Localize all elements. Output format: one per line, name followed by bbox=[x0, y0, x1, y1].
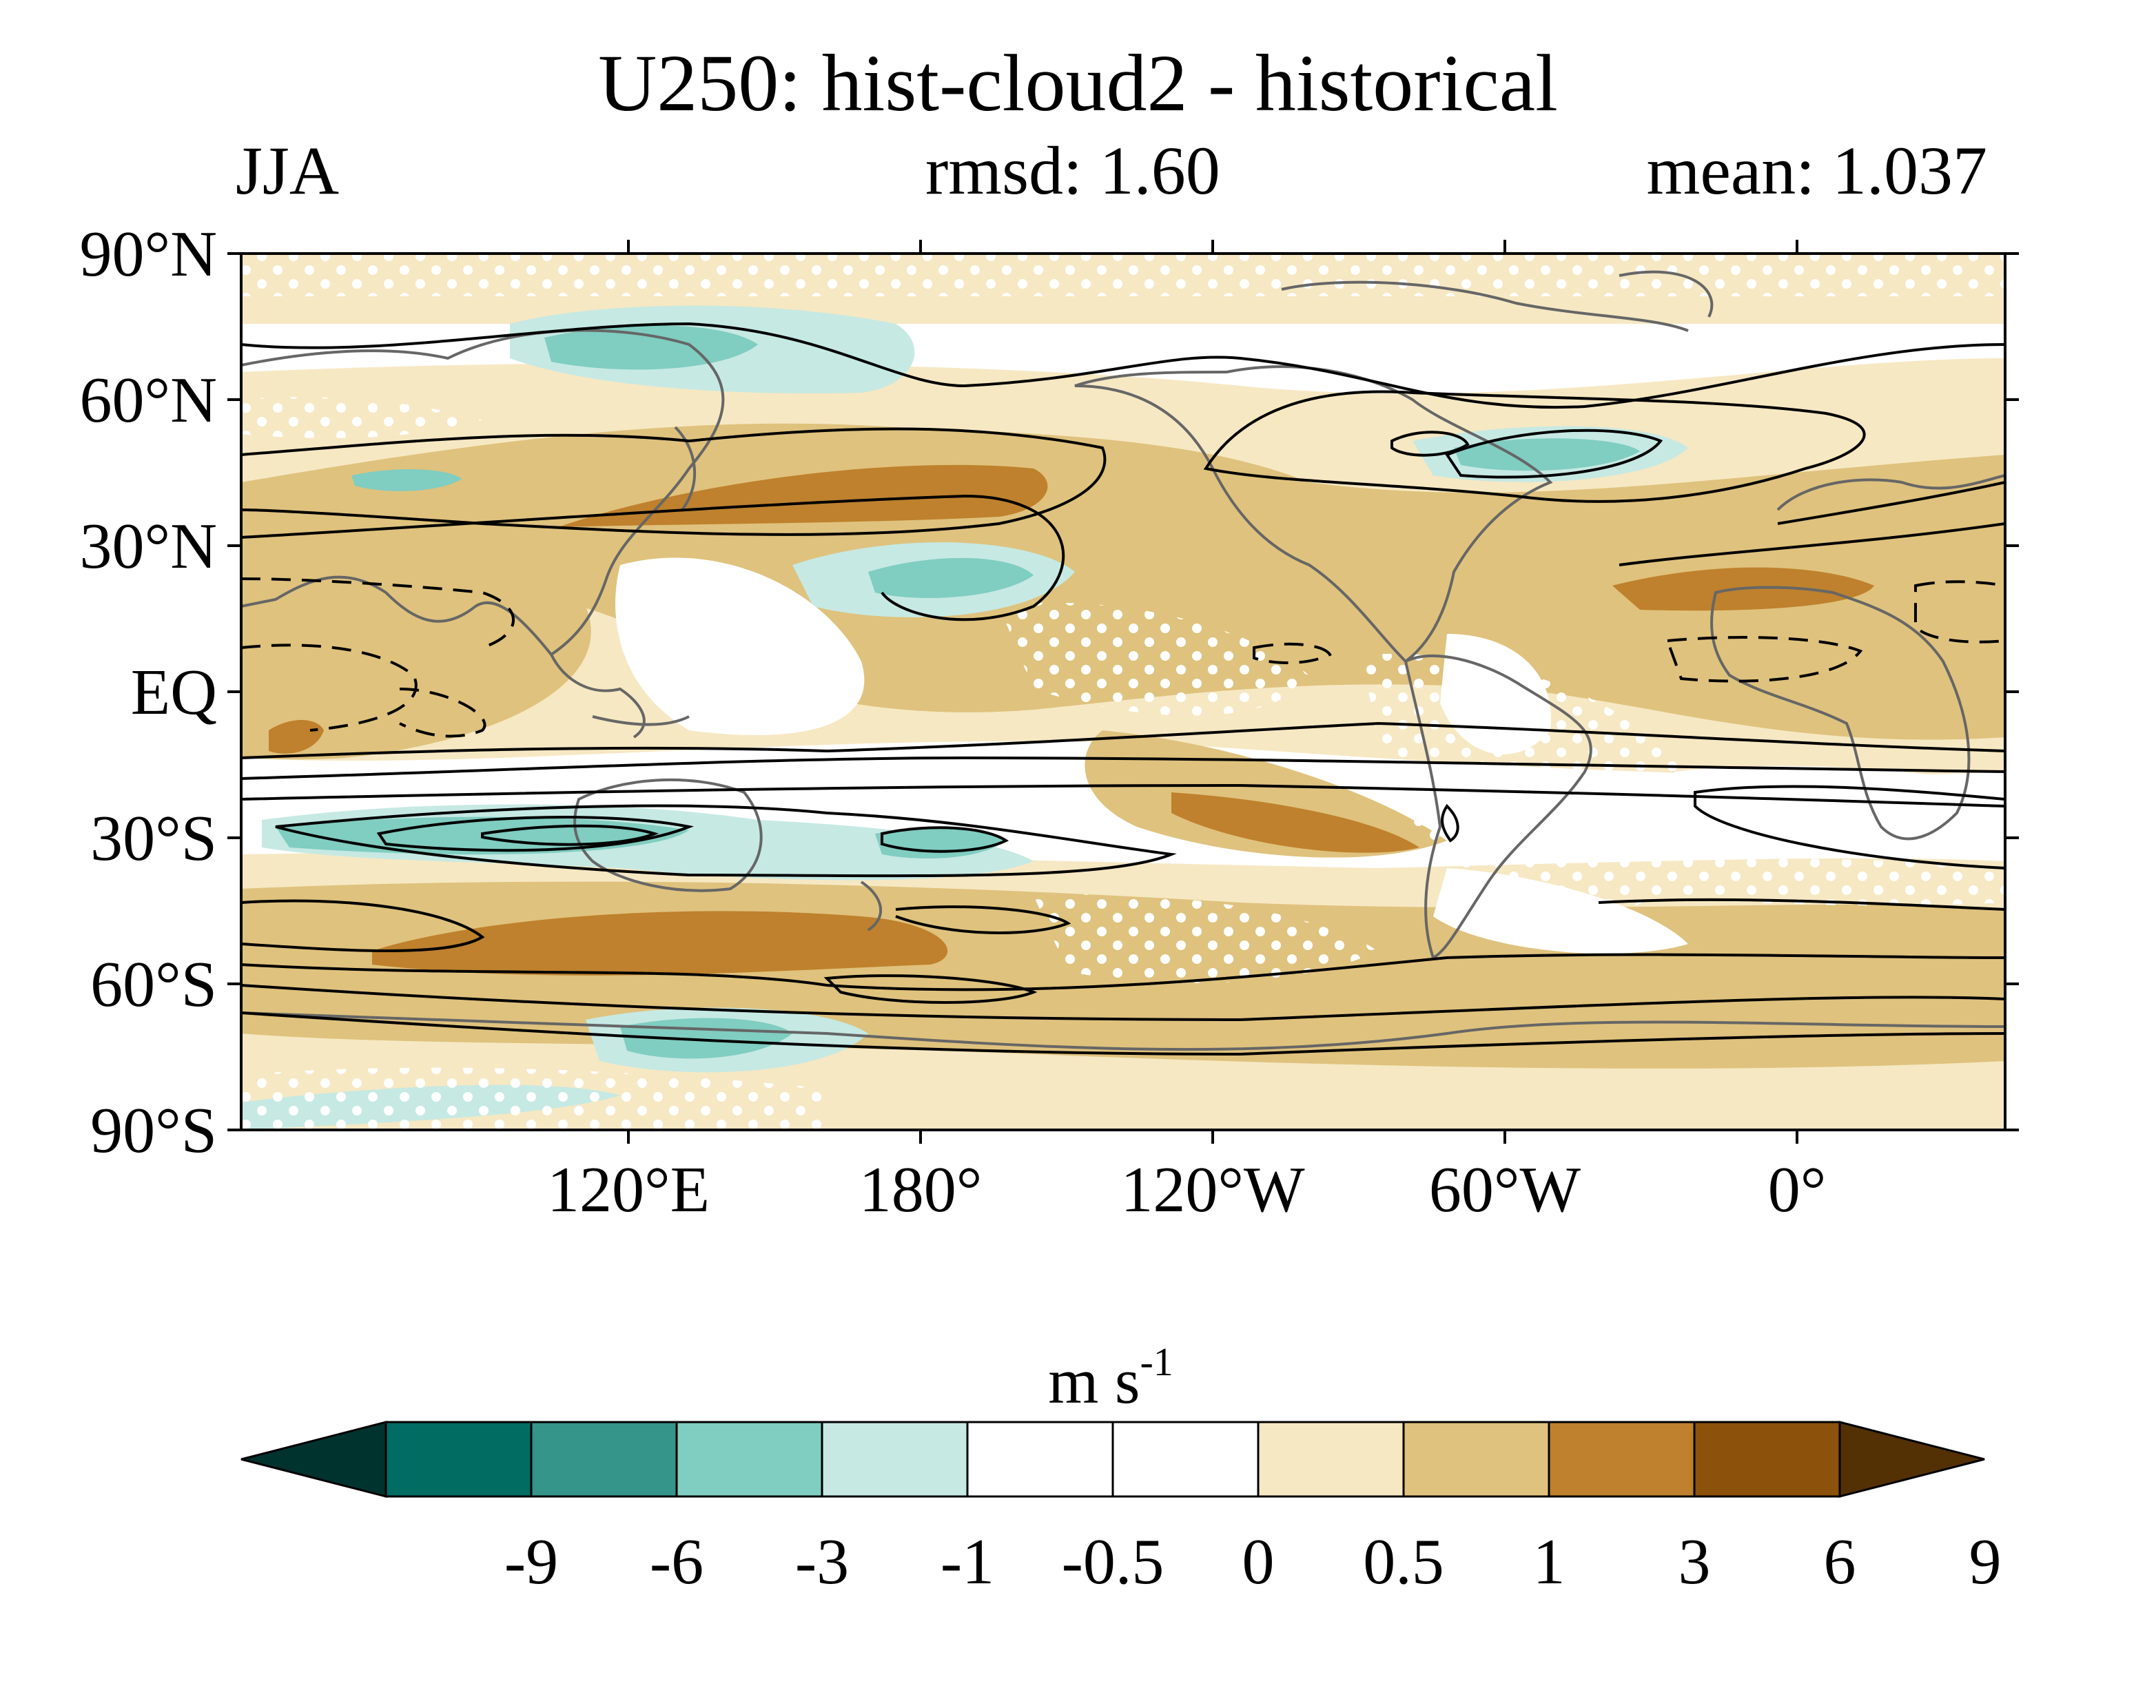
colorbar-box bbox=[1257, 1421, 1405, 1498]
lon-label-0: 0° bbox=[1767, 1154, 1827, 1226]
significance-stippling bbox=[999, 602, 1309, 716]
lon-label-180: 180° bbox=[859, 1154, 983, 1226]
coastlines bbox=[241, 270, 2005, 1051]
anomaly-core bbox=[1454, 438, 1640, 471]
colorbar-box bbox=[821, 1421, 969, 1498]
significance-stippling bbox=[241, 1067, 827, 1130]
lat-label-60n: 60°N bbox=[79, 364, 217, 436]
lon-label-60w: 60°W bbox=[1428, 1154, 1581, 1226]
colorbar-tick-label: 0 bbox=[1242, 1526, 1275, 1598]
colorbar-arrow-high bbox=[1838, 1421, 1985, 1498]
colorbar-tick-label: -3 bbox=[794, 1526, 850, 1598]
lon-ticks bbox=[627, 240, 1798, 1144]
colorbar-box bbox=[530, 1421, 678, 1498]
lat-label-eq: EQ bbox=[130, 657, 217, 728]
colorbar-tick-label: 6 bbox=[1823, 1526, 1856, 1598]
lat-label-30n: 30°N bbox=[79, 511, 217, 582]
lon-label-120w: 120°W bbox=[1120, 1154, 1305, 1226]
rmsd-label: rmsd: 1.60 bbox=[925, 132, 1220, 209]
lat-label-90n: 90°N bbox=[79, 218, 217, 290]
colorbar-box bbox=[1693, 1421, 1841, 1498]
mean-label: mean: 1.037 bbox=[1646, 132, 1987, 209]
anomaly-region bbox=[241, 564, 591, 760]
significance-stippling bbox=[1034, 894, 1378, 983]
colorbar-box bbox=[1548, 1421, 1696, 1498]
lon-label-120e: 120°E bbox=[546, 1154, 710, 1226]
colorbar-arrow-low bbox=[240, 1421, 387, 1498]
anomaly-core bbox=[269, 720, 324, 754]
season-label: JJA bbox=[236, 132, 340, 209]
units-base: m s bbox=[1048, 1346, 1140, 1417]
colorbar bbox=[240, 1421, 1985, 1498]
colorbar-tick-label: -9 bbox=[504, 1526, 559, 1598]
lat-ticks bbox=[227, 252, 2019, 1131]
colorbar-tick-label: -1 bbox=[940, 1526, 995, 1598]
map-title: U250: hist-cloud2 - historical bbox=[598, 38, 1558, 128]
map-field bbox=[241, 254, 2005, 1130]
anomaly-core bbox=[1171, 792, 1419, 853]
colorbar-box bbox=[1111, 1421, 1260, 1498]
colorbar-tick-label: -6 bbox=[649, 1526, 704, 1598]
colorbar-tick-label: 0.5 bbox=[1363, 1526, 1444, 1598]
significance-stippling bbox=[1654, 858, 2005, 906]
significance-stippling bbox=[241, 397, 482, 438]
colorbar-tick-label: 1 bbox=[1532, 1526, 1565, 1598]
colorbar-tick-label: 3 bbox=[1678, 1526, 1711, 1598]
anomaly-core bbox=[868, 557, 1034, 598]
colorbar-box bbox=[1402, 1421, 1550, 1498]
colorbar-box bbox=[966, 1421, 1114, 1498]
anomaly-core bbox=[372, 911, 948, 976]
lat-label-60s: 60°S bbox=[90, 949, 217, 1020]
colorbar-box bbox=[384, 1421, 533, 1498]
significance-stippling bbox=[241, 254, 2005, 296]
colorbar-tick-label: 9 bbox=[1969, 1526, 2002, 1598]
colorbar-tick-label: -0.5 bbox=[1061, 1526, 1164, 1598]
colorbar-box bbox=[675, 1421, 823, 1498]
anomaly-core bbox=[351, 469, 462, 491]
units-label: m s-1 bbox=[1048, 1342, 1173, 1414]
units-exponent: -1 bbox=[1140, 1339, 1173, 1384]
easterly-contours bbox=[241, 577, 2005, 738]
lat-label-30s: 30°S bbox=[90, 803, 217, 874]
significance-stippling bbox=[1364, 653, 1698, 923]
climatology-contours bbox=[241, 322, 2005, 1056]
lat-label-90s: 90°S bbox=[90, 1095, 217, 1166]
anomaly-region bbox=[615, 557, 865, 735]
